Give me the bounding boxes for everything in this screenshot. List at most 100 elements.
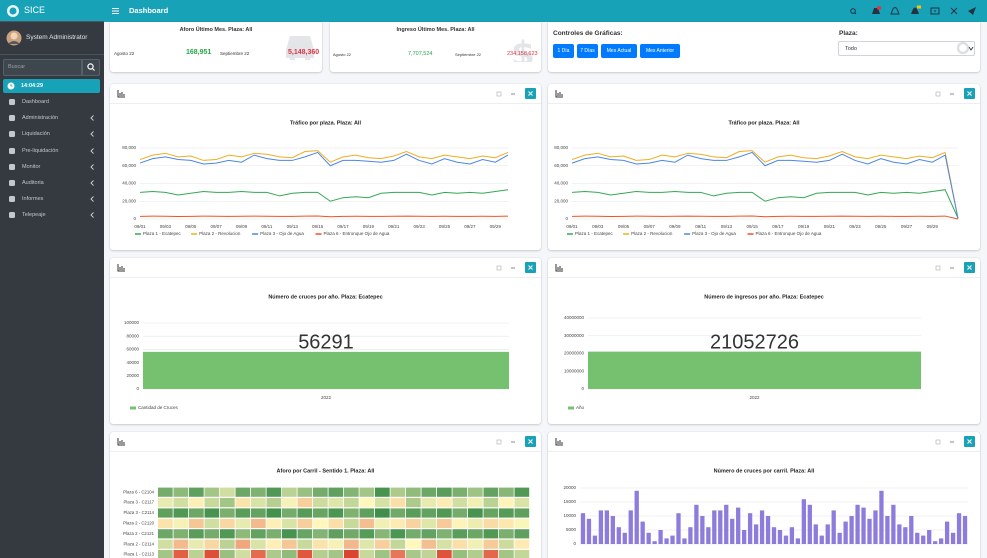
bar xyxy=(891,504,896,544)
heat-cell xyxy=(359,508,375,518)
heat-cell xyxy=(297,518,313,528)
bar xyxy=(807,504,812,544)
range-button[interactable]: Mes Anterior xyxy=(640,44,680,58)
menu-icon xyxy=(9,196,15,203)
menu-item[interactable]: Administración xyxy=(0,111,104,125)
heat-cell xyxy=(344,529,359,539)
chart-title: Número de cruces por carril. Plaza: All xyxy=(714,468,815,474)
maximize-button[interactable] xyxy=(496,91,502,97)
bar xyxy=(813,524,818,544)
menu-item[interactable]: Auditoria xyxy=(0,176,104,190)
heat-cell xyxy=(344,539,359,549)
y-tick-label: 0 xyxy=(136,386,139,391)
bar xyxy=(634,490,639,544)
divider xyxy=(0,54,104,55)
info-cur-label: Septiembre 22 xyxy=(220,51,250,56)
maximize-button[interactable] xyxy=(935,91,941,97)
heat-cell xyxy=(173,508,189,518)
bar xyxy=(646,532,651,544)
heat-cell xyxy=(235,550,251,558)
bar xyxy=(962,516,968,544)
range-button[interactable]: 7 Días xyxy=(577,44,598,58)
heat-cell xyxy=(313,498,328,508)
heat-cell xyxy=(235,539,251,549)
time-text: 14:04:29 xyxy=(21,83,44,89)
heat-cell xyxy=(437,529,452,539)
x-tick-label: 09/09 xyxy=(669,224,681,229)
legend-label: Cantidad de Cruces xyxy=(138,405,179,410)
user-name[interactable]: System Administrator xyxy=(26,34,88,41)
bar xyxy=(742,530,747,544)
info-card: Aforo Último Mes. Plaza: All Agosto 22 1… xyxy=(110,22,322,72)
chart: Número de cruces por carril. Plaza: All 0… xyxy=(563,468,968,546)
plaza-select[interactable]: Todo xyxy=(838,41,975,56)
menu-item[interactable]: Liquidación xyxy=(0,127,104,141)
heat-cell xyxy=(235,529,251,539)
heat-cell xyxy=(266,529,282,539)
bar xyxy=(588,351,921,389)
bar xyxy=(759,510,765,544)
heat-cell xyxy=(359,498,375,508)
menu-toggle[interactable] xyxy=(112,7,120,15)
maximize-button[interactable] xyxy=(496,439,502,445)
heat-cell xyxy=(158,529,173,539)
heat-cell xyxy=(514,498,530,508)
x-tick-label: 09/01 xyxy=(566,224,578,229)
controls-title: Controles de Gráficas: xyxy=(553,30,623,37)
x-tick-label: 09/25 xyxy=(875,224,887,229)
bar xyxy=(933,541,938,544)
bar xyxy=(849,516,854,544)
x-tick-label: 09/03 xyxy=(592,224,604,229)
bar xyxy=(676,513,681,544)
maximize-button[interactable] xyxy=(496,265,502,271)
bar xyxy=(682,538,687,544)
close-icon xyxy=(528,91,533,96)
heat-cell xyxy=(468,550,483,558)
info-cur-label: Septiembre 22 xyxy=(455,52,482,57)
x-tick-label: 09/19 xyxy=(363,224,375,229)
menu-item[interactable]: Pre-liquidación xyxy=(0,144,104,158)
x-tick-label: 09/25 xyxy=(439,224,451,229)
search-input[interactable]: Buscar xyxy=(3,59,82,76)
topbar-icons[interactable] xyxy=(844,4,984,18)
heat-cell xyxy=(499,508,514,518)
heat-cell xyxy=(282,550,297,558)
chart-icon xyxy=(117,90,125,98)
heat-cell xyxy=(282,529,297,539)
heat-cell xyxy=(406,487,421,497)
close-icon xyxy=(967,439,972,444)
menu-item[interactable]: Telepeaje xyxy=(0,208,104,222)
heat-cell xyxy=(328,550,344,558)
heat-cell xyxy=(220,518,235,528)
heat-cell xyxy=(313,487,328,497)
y-tick-label: 20000000 xyxy=(564,351,585,356)
heat-cell xyxy=(375,550,390,558)
y-tick-label: 10000 xyxy=(563,513,576,518)
y-tick-label: 80000 xyxy=(126,333,139,338)
menu-item[interactable]: Informes xyxy=(0,192,104,206)
chart: Número de cruces por año. Plaza: Ecatepe… xyxy=(124,294,509,410)
heat-cell xyxy=(452,498,468,508)
range-button[interactable]: 1 Día xyxy=(553,44,574,58)
heat-cell xyxy=(266,539,282,549)
range-button[interactable]: Mes Actual xyxy=(601,44,637,58)
line-series xyxy=(139,189,509,202)
maximize-button[interactable] xyxy=(935,265,941,271)
bar xyxy=(837,532,842,544)
menu-item[interactable]: Monitor xyxy=(0,160,104,174)
info-cur-value: 5,148,360 xyxy=(288,49,320,56)
legend-swatch xyxy=(568,406,574,410)
bar xyxy=(718,510,723,544)
heat-cell xyxy=(483,498,499,508)
y-tick-label: 10000000 xyxy=(564,368,585,373)
heat-cell xyxy=(158,487,173,497)
time-item[interactable]: 14:04:29 xyxy=(3,79,100,93)
heat-cell xyxy=(421,539,437,549)
search-button[interactable] xyxy=(82,59,100,76)
chart-icon xyxy=(117,438,125,446)
menu-item[interactable]: Dashboard xyxy=(0,95,104,109)
maximize-button[interactable] xyxy=(935,439,941,445)
legend-label: Plaza 3 - Ojo de Agua xyxy=(260,231,304,236)
brand[interactable]: SICE xyxy=(0,0,104,22)
